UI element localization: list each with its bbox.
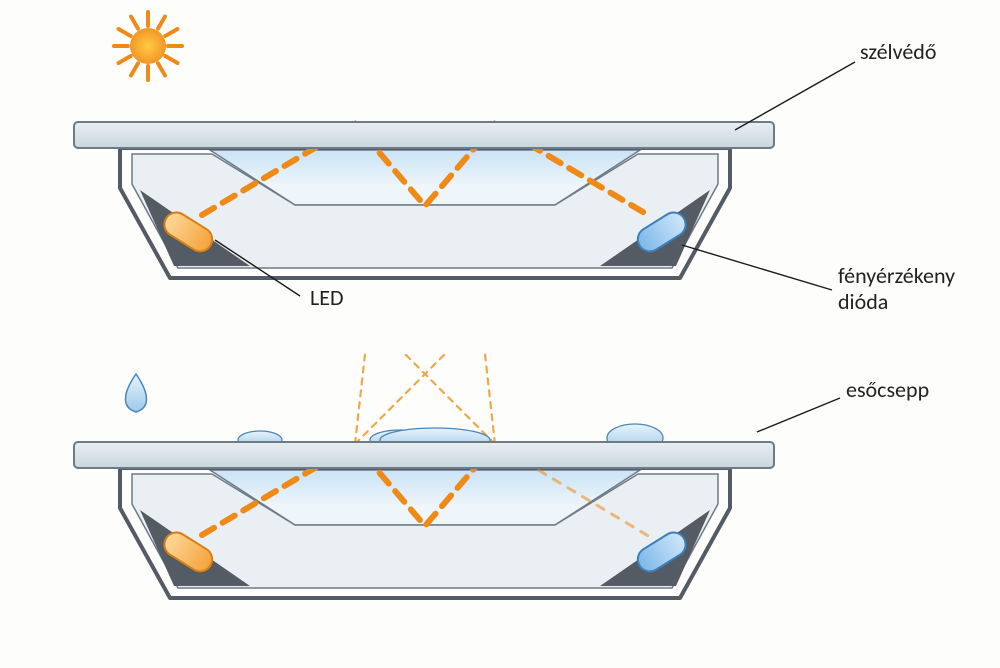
- water-drop-icon: [126, 374, 147, 412]
- label-photodiode-line2: dióda: [838, 288, 888, 315]
- sensor-dry: [74, 122, 774, 278]
- leader-line: [682, 245, 832, 290]
- escaping-ray: [355, 354, 365, 444]
- label-windshield: szélvédő: [860, 38, 936, 65]
- label-led: LED: [310, 284, 344, 311]
- sensor-rain: [74, 354, 774, 598]
- leader-line: [735, 62, 855, 130]
- windshield: [74, 442, 774, 468]
- label-raindrop: esőcsepp: [846, 376, 929, 403]
- windshield: [74, 122, 774, 148]
- sun-icon: [114, 12, 182, 80]
- escaping-ray: [485, 354, 495, 444]
- leader-line: [757, 398, 840, 432]
- label-photodiode-line1: fényérzékeny: [838, 262, 955, 289]
